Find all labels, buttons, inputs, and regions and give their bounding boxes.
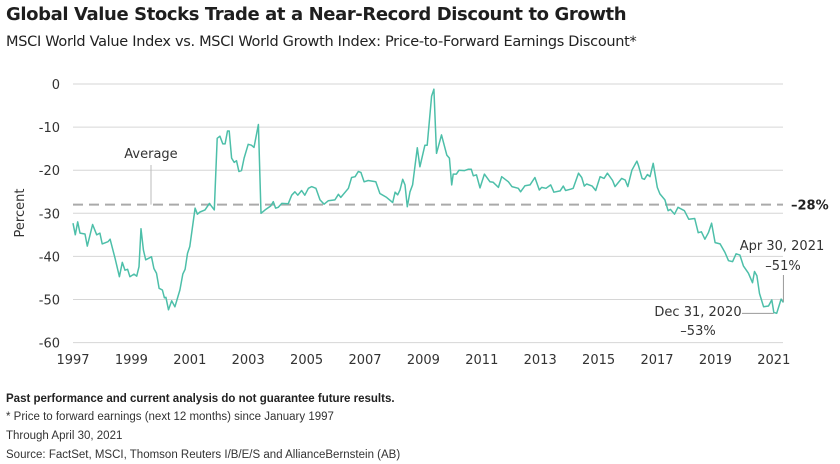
- x-tick-label: 2011: [465, 353, 498, 368]
- chart-subtitle: MSCI World Value Index vs. MSCI World Gr…: [6, 34, 637, 50]
- chart-title: Global Value Stocks Trade at a Near-Reco…: [6, 4, 627, 25]
- source-note: Source: FactSet, MSCI, Thomson Reuters I…: [6, 449, 401, 461]
- dec-2020-value-label: –53%: [680, 324, 715, 339]
- average-value-label: –28%: [791, 199, 829, 214]
- x-tick-label: 2007: [348, 353, 381, 368]
- x-tick-label: 2009: [407, 353, 440, 368]
- x-tick-label: 1997: [56, 353, 89, 368]
- y-axis-label: Percent: [13, 189, 28, 238]
- x-tick-label: 2013: [524, 353, 557, 368]
- x-tick-label: 2001: [173, 353, 206, 368]
- x-tick-label: 2021: [757, 353, 790, 368]
- through-date: Through April 30, 2021: [6, 430, 123, 442]
- y-tick-label: -40: [39, 250, 60, 265]
- y-tick-label: -50: [39, 294, 60, 309]
- x-tick-labels: 1997 1999 2001 2003 2005 2007 2009 2011 2013 2015…: [56, 353, 790, 368]
- y-tick-labels: 0 -10 -20 -30 -40 -50 -60: [39, 78, 60, 352]
- y-tick-label: -30: [39, 207, 60, 222]
- y-tick-label: -10: [39, 121, 60, 136]
- discount-series-line: [72, 88, 785, 315]
- footnote: * Price to forward earnings (next 12 mon…: [6, 411, 334, 423]
- x-tick-label: 2005: [290, 353, 323, 368]
- apr-2021-value-label: –51%: [765, 259, 800, 274]
- dec-2020-date-label: Dec 31, 2020: [654, 305, 741, 320]
- gridlines: [73, 83, 783, 344]
- y-tick-label: 0: [52, 78, 60, 93]
- x-tick-label: 2019: [699, 353, 732, 368]
- y-tick-label: -60: [39, 337, 60, 352]
- apr-2021-date-label: Apr 30, 2021: [740, 239, 825, 254]
- x-tick-label: 2003: [232, 353, 265, 368]
- y-tick-label: -20: [39, 164, 60, 179]
- x-tick-label: 2015: [582, 353, 615, 368]
- average-label: Average: [124, 147, 177, 162]
- line-chart: 0 -10 -20 -30 -40 -50 -60 1997 1999 2001 2003 2005…: [13, 78, 829, 368]
- x-tick-label: 2017: [640, 353, 673, 368]
- disclaimer: Past performance and current analysis do…: [6, 393, 395, 405]
- x-tick-label: 1999: [115, 353, 148, 368]
